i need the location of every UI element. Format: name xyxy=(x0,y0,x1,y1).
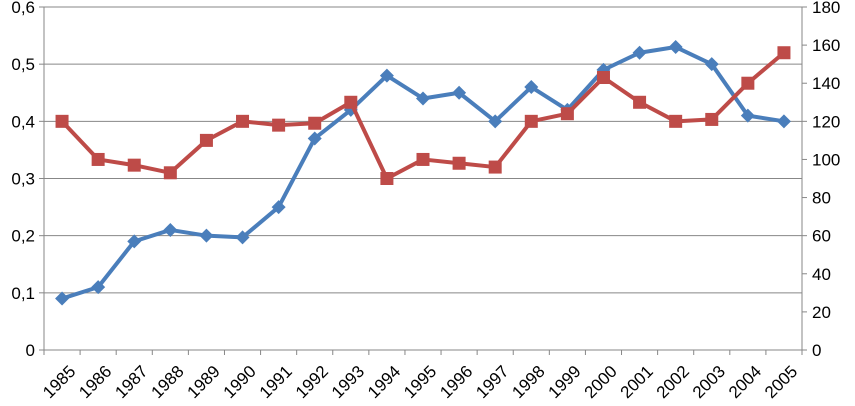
series-1-point xyxy=(704,57,719,72)
series-1-point xyxy=(199,228,214,243)
series-2-point xyxy=(91,152,105,166)
series-1-point xyxy=(524,80,539,95)
x-tick-label: 1990 xyxy=(220,362,260,402)
right-y-tick-label: 120 xyxy=(812,112,840,131)
x-tick-label: 1988 xyxy=(147,362,187,402)
right-y-tick-label: 180 xyxy=(812,0,840,17)
series-2-point xyxy=(560,107,574,121)
right-y-tick-label: 60 xyxy=(812,227,831,246)
x-tick-label: 1987 xyxy=(111,362,151,402)
x-tick-label: 2002 xyxy=(653,362,693,402)
left-y-tick-label: 0,6 xyxy=(11,0,35,17)
series-layer xyxy=(55,40,791,306)
x-axis-labels: 1985198619871988198919901991199219931994… xyxy=(39,362,801,402)
series-2-point xyxy=(596,71,610,85)
series-1-point xyxy=(632,45,647,60)
series-2-point xyxy=(272,118,286,132)
left-y-tick-label: 0,3 xyxy=(11,170,35,189)
series-2-point xyxy=(236,114,250,128)
series-2-point xyxy=(416,152,430,166)
x-tick-label: 1994 xyxy=(364,362,404,402)
right-y-tick-label: 100 xyxy=(812,150,840,169)
axes xyxy=(39,6,807,355)
x-tick-label: 2005 xyxy=(761,362,801,402)
series-1-point xyxy=(163,222,178,237)
x-tick-label: 1999 xyxy=(545,362,585,402)
series-2-point xyxy=(452,156,466,170)
series-2-point xyxy=(55,114,69,128)
x-tick-label: 1993 xyxy=(328,362,368,402)
x-tick-label: 2003 xyxy=(689,362,729,402)
series-2-point xyxy=(669,114,683,128)
x-tick-label: 1991 xyxy=(256,362,296,402)
series-1-point xyxy=(740,108,755,123)
left-y-tick-label: 0,1 xyxy=(11,284,35,303)
series-1-point xyxy=(127,234,142,249)
gridlines xyxy=(44,6,802,294)
right-y-tick-label: 20 xyxy=(812,303,831,322)
series-2-point xyxy=(344,95,358,109)
x-tick-label: 1997 xyxy=(472,362,512,402)
x-tick-label: 2001 xyxy=(617,362,657,402)
series-2-point xyxy=(633,95,647,109)
series-1-point xyxy=(307,131,322,146)
left-y-tick-label: 0 xyxy=(26,341,35,360)
series-2-point xyxy=(163,166,177,180)
right-y-tick-label: 40 xyxy=(812,265,831,284)
right-y-tick-label: 80 xyxy=(812,189,831,208)
series-2-point xyxy=(199,133,213,147)
left-y-axis-labels: 0 0,1 0,2 0,3 0,4 0,5 0,6 xyxy=(11,0,35,360)
series-2-point xyxy=(488,160,502,174)
series-1-point xyxy=(416,91,430,106)
x-tick-label: 2000 xyxy=(581,362,621,402)
left-y-tick-label: 0,4 xyxy=(11,112,35,131)
x-tick-label: 2004 xyxy=(725,362,765,402)
x-tick-label: 1995 xyxy=(400,362,440,402)
series-2-point xyxy=(741,76,755,90)
x-tick-label: 1986 xyxy=(75,362,115,402)
series-2-point xyxy=(777,46,791,60)
x-tick-label: 1996 xyxy=(436,362,476,402)
series-2-point xyxy=(380,172,394,185)
series-2-point xyxy=(524,114,538,128)
series-1-point xyxy=(55,291,70,306)
series-1-point xyxy=(379,68,394,83)
series-1-point xyxy=(235,230,250,245)
left-y-tick-label: 0,2 xyxy=(11,227,35,246)
x-tick-label: 1992 xyxy=(292,362,332,402)
series-1-point xyxy=(668,40,683,55)
series-1-point xyxy=(452,85,467,100)
series-2-point xyxy=(127,158,141,172)
x-tick-label: 1985 xyxy=(39,362,79,402)
x-tick-label: 1998 xyxy=(508,362,548,402)
series-1-point xyxy=(271,200,286,215)
right-y-axis-labels: 0 20 40 60 80 100 120 140 160 180 xyxy=(812,0,840,360)
series-1-point xyxy=(91,280,106,295)
right-y-tick-label: 160 xyxy=(812,36,840,55)
series-1-point xyxy=(488,114,503,129)
right-y-tick-label: 0 xyxy=(812,341,821,360)
series-1-point xyxy=(776,114,791,129)
x-tick-label: 1989 xyxy=(184,362,224,402)
left-y-tick-label: 0,5 xyxy=(11,55,35,74)
series-2-point xyxy=(308,116,322,130)
right-y-tick-label: 140 xyxy=(812,74,840,93)
series-2-point xyxy=(705,112,719,126)
